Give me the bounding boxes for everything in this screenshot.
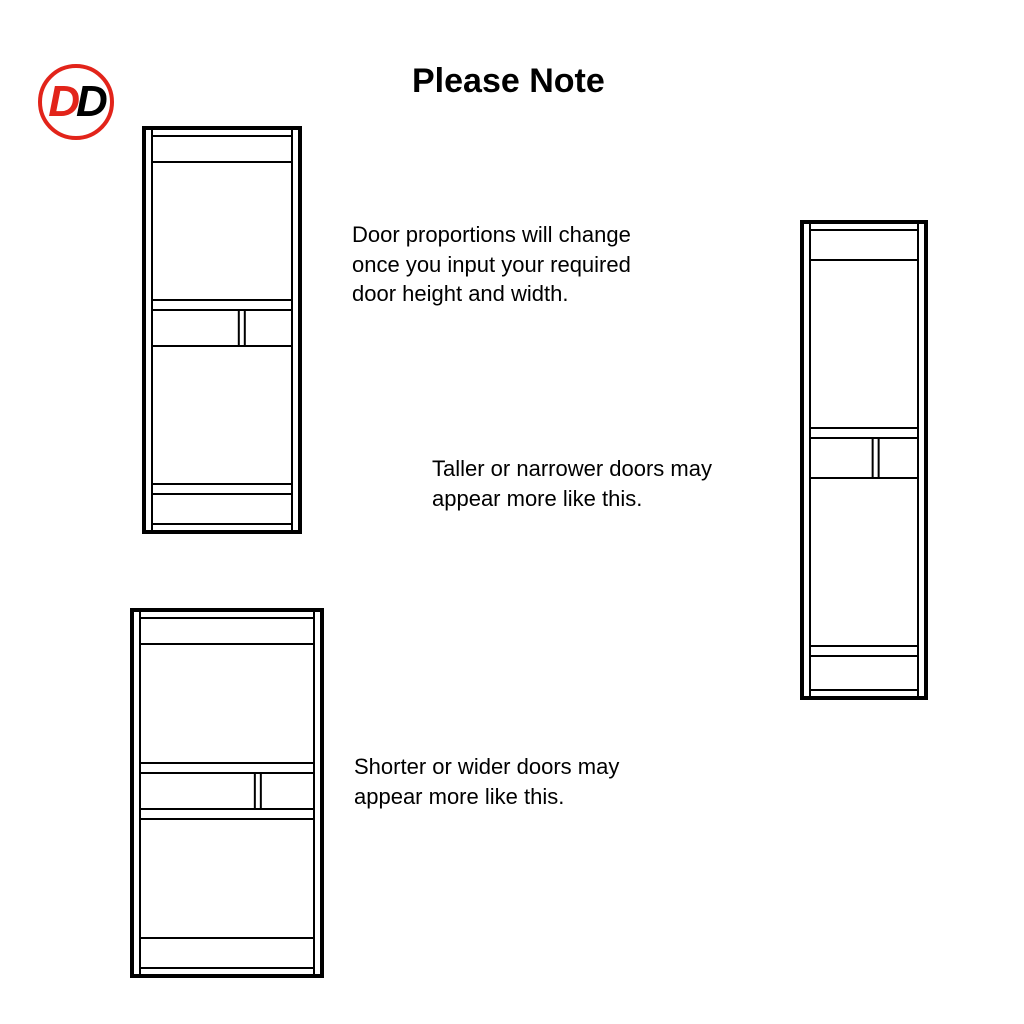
logo-letter-2: D: [76, 80, 104, 124]
door-diagram-short-wide: [130, 608, 324, 978]
caption-proportions: Door proportions will change once you in…: [352, 220, 672, 309]
door-diagram-reference: [142, 126, 302, 534]
page-title: Please Note: [412, 62, 605, 101]
logo-badge: DD: [38, 64, 114, 140]
caption-shorter: Shorter or wider doors may appear more l…: [354, 752, 674, 811]
caption-taller: Taller or narrower doors may appear more…: [432, 454, 752, 513]
door-diagram-tall-narrow: [800, 220, 928, 700]
logo-letter-1: D: [48, 80, 76, 124]
